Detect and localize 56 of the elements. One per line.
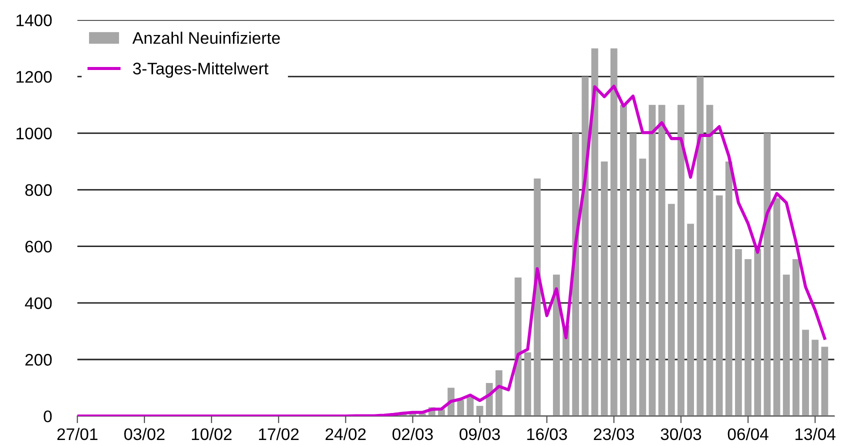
x-tick-label: 02/03 — [392, 428, 433, 440]
bar — [639, 158, 646, 416]
bar — [620, 104, 627, 416]
y-tick-label: 200 — [25, 354, 52, 366]
bar — [764, 133, 771, 416]
bar — [630, 133, 637, 416]
x-tick-label: 09/03 — [460, 428, 500, 440]
bar — [552, 274, 560, 416]
bar — [591, 48, 598, 416]
bar — [725, 161, 732, 416]
bar — [821, 346, 828, 416]
line-series — [77, 84, 826, 416]
bar — [495, 370, 502, 416]
bar — [687, 224, 694, 416]
bar — [668, 204, 675, 416]
bar — [514, 277, 522, 416]
x-tick-label: 10/02 — [192, 428, 232, 440]
bar — [457, 400, 464, 416]
bar — [773, 198, 780, 416]
bar — [802, 330, 809, 416]
y-tick-label: 1400 — [16, 14, 52, 26]
bar — [466, 397, 474, 416]
y-tick-label: 1200 — [16, 71, 52, 83]
bar — [648, 104, 656, 416]
y-tick-label: 0 — [44, 410, 52, 422]
x-tick-label: 17/02 — [258, 428, 299, 440]
y-tick-label: 400 — [24, 297, 52, 310]
x-tick-label: 03/02 — [124, 428, 164, 440]
legend-label: Anzahl Neuinfizierte — [132, 32, 280, 44]
y-tick-label: 1000 — [16, 128, 52, 140]
x-tick-label: 27/01 — [57, 428, 98, 440]
bar — [706, 104, 714, 416]
bar — [610, 48, 618, 416]
y-tick-label: 800 — [25, 184, 52, 196]
x-tick-label: 16/03 — [527, 428, 567, 440]
bar — [792, 259, 800, 416]
bar — [678, 104, 684, 416]
bar — [572, 133, 580, 416]
x-tick-label: 23/03 — [594, 428, 634, 440]
bar — [754, 249, 762, 416]
x-tick-label: 06/04 — [728, 428, 768, 440]
bar — [744, 259, 752, 416]
bar — [735, 249, 742, 416]
bar — [812, 340, 819, 416]
bar — [782, 274, 790, 416]
legend-label: 3-Tages-Mittelwert — [133, 62, 268, 78]
bar — [600, 161, 608, 416]
bar — [696, 76, 704, 416]
x-tick-label: 30/03 — [660, 428, 702, 440]
bar — [716, 195, 723, 416]
bar — [658, 104, 666, 416]
bar — [524, 352, 532, 416]
bar — [582, 76, 589, 416]
x-tick-label: 13/04 — [796, 428, 836, 440]
x-tick-label: 24/02 — [326, 428, 366, 440]
y-tick-label: 600 — [25, 240, 52, 253]
